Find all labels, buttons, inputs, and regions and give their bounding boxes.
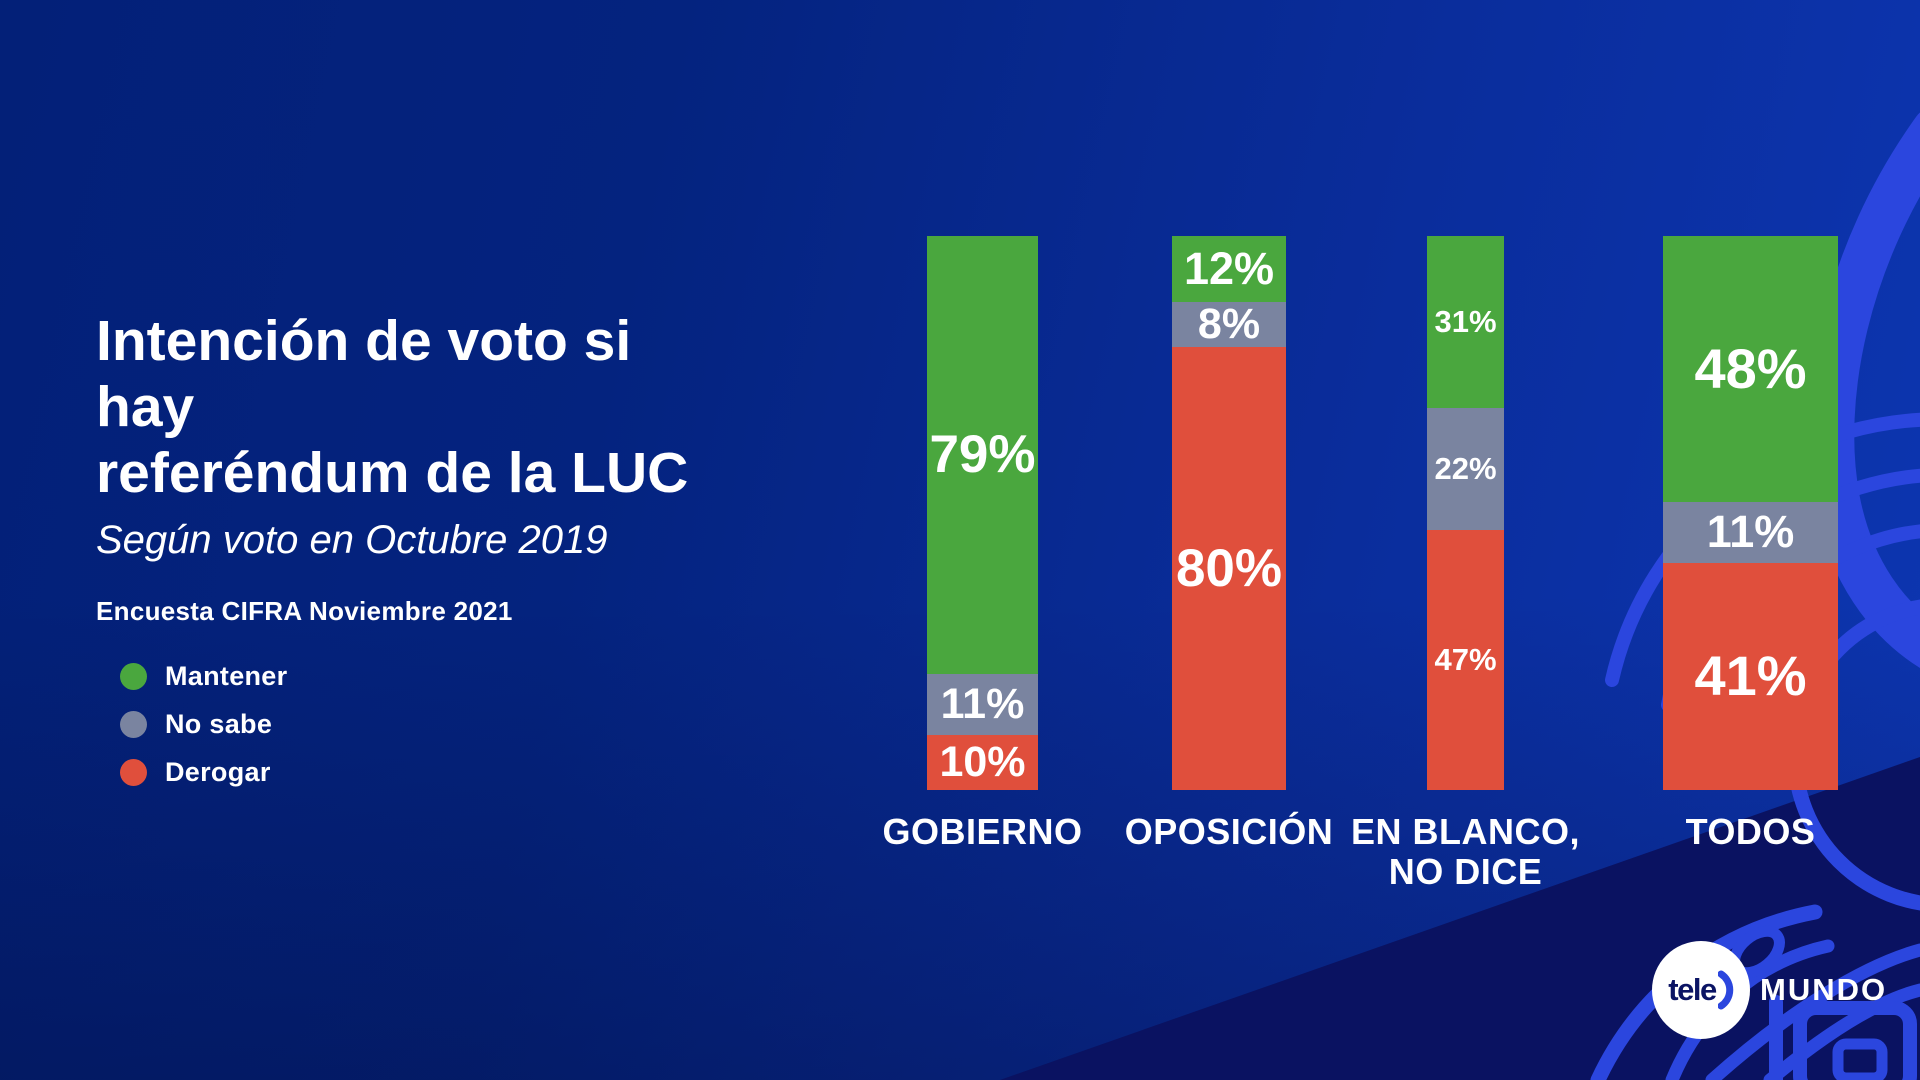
bar-segment-todos-mantener: 48% [1663,236,1838,502]
category-label-gobierno: GOBIERNO [803,812,1163,852]
chart-legend: Mantener No sabe Derogar [120,652,287,796]
legend-dot-icon [120,710,147,738]
logo-blue-crescent-icon [1717,970,1733,1010]
value-label: 22% [1434,450,1497,486]
legend-label: Derogar [165,756,271,787]
title-line-1: Intención de voto si hay [96,309,632,439]
bar-segment-en-blanco-no-dice-derogar: 47% [1427,529,1504,790]
bar-segment-todos-derogar: 41% [1663,562,1838,790]
legend-row-derogar: Derogar [120,748,287,796]
value-label: 11% [1706,506,1795,558]
bar-segment-gobierno-no-sabe: 11% [927,673,1038,735]
value-label: 8% [1197,300,1261,349]
category-label-line: GOBIERNO [882,811,1083,852]
bar-segment-oposici-n-derogar: 80% [1172,346,1286,790]
logo-circle-text: tele [1668,972,1717,1007]
category-label-line: OPOSICIÓN [1124,811,1334,852]
telemundo-logo-circle-icon: tele [1652,941,1750,1039]
legend-dot-icon [120,758,147,786]
telemundo-logo: tele MUNDO [1652,941,1887,1039]
title-line-2: referéndum de la LUC [96,441,689,505]
category-label-todos: TODOS [1571,812,1920,852]
value-label: 31% [1434,303,1497,339]
category-label-line: TODOS [1685,811,1816,852]
legend-row-mantener: Mantener [120,652,287,700]
bar-segment-en-blanco-no-dice-mantener: 31% [1427,236,1504,408]
legend-dot-icon [120,662,147,690]
subtitle: Según voto en Octubre 2019 [96,518,608,562]
bar-segment-gobierno-mantener: 79% [927,236,1038,674]
value-label: 41% [1694,644,1807,708]
bar-oposici-n: 12% 8% 80% [1172,236,1286,790]
legend-row-no-sabe: No sabe [120,700,287,748]
value-label: 48% [1694,336,1807,400]
logo-wordmark: MUNDO [1760,972,1888,1007]
value-label: 11% [940,679,1025,728]
value-label: 10% [939,737,1026,786]
page-title: Intención de voto si hay referéndum de l… [96,308,736,506]
category-label-en-blanco-no-dice: EN BLANCO, NO DICE [1286,812,1646,892]
value-label: 47% [1434,641,1497,677]
legend-label: Mantener [165,660,288,691]
bar-gobierno: 79% 11% 10% [927,236,1038,790]
category-label-oposici-n: OPOSICIÓN [1049,812,1409,852]
value-label: 80% [1175,538,1283,598]
value-label: 79% [929,424,1036,484]
bar-segment-oposici-n-no-sabe: 8% [1172,300,1286,349]
bar-todos: 48% 11% 41% [1663,236,1838,790]
bar-en-blanco-no-dice: 31% 22% 47% [1427,236,1504,790]
category-label-line: NO DICE [1388,851,1543,892]
value-label: 12% [1183,242,1275,294]
bar-segment-todos-no-sabe: 11% [1663,501,1838,563]
bar-segment-gobierno-derogar: 10% [927,734,1038,790]
category-label-line: EN BLANCO, [1351,811,1580,852]
bar-segment-en-blanco-no-dice-no-sabe: 22% [1427,407,1504,530]
left-panel: Intención de voto si hay referéndum de l… [96,308,736,627]
source-note: Encuesta CIFRA Noviembre 2021 [96,596,513,626]
bar-segment-oposici-n-mantener: 12% [1172,236,1286,303]
legend-label: No sabe [165,708,273,739]
